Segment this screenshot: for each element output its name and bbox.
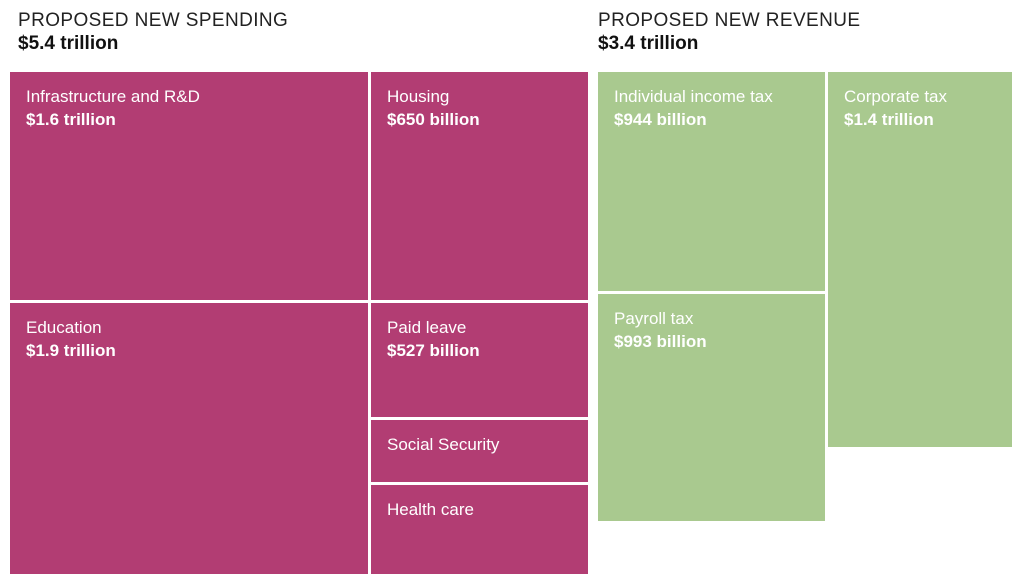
cell-label: Housing (387, 87, 450, 106)
cell-housing: Housing $650 billion (371, 72, 588, 300)
cell-value: $1.6 trillion (26, 110, 116, 130)
cell-individual-income-tax: Individual income tax $944 billion (598, 72, 825, 291)
spending-title: PROPOSED NEW SPENDING (18, 10, 289, 31)
spending-total: $5.4 trillion (18, 32, 119, 54)
cell-label: Corporate tax (844, 87, 947, 106)
cell-value: $993 billion (614, 332, 707, 352)
cell-paid-leave: Paid leave $527 billion (371, 303, 588, 417)
cell-infrastructure: Infrastructure and R&D $1.6 trillion (10, 72, 368, 300)
cell-value: $650 billion (387, 110, 480, 130)
cell-label: Paid leave (387, 318, 467, 337)
cell-label: Health care (387, 500, 474, 519)
cell-label: Individual income tax (614, 87, 773, 106)
cell-label: Payroll tax (614, 309, 694, 328)
cell-education: Education $1.9 trillion (10, 303, 368, 574)
revenue-header: PROPOSED NEW REVENUE $3.4 trillion (598, 10, 860, 56)
cell-social-security: Social Security (371, 420, 588, 482)
revenue-total: $3.4 trillion (598, 32, 699, 54)
cell-label: Infrastructure and R&D (26, 87, 200, 106)
cell-value: $1.4 trillion (844, 110, 934, 130)
cell-corporate-tax: Corporate tax $1.4 trillion (828, 72, 1012, 447)
revenue-title: PROPOSED NEW REVENUE (598, 10, 861, 31)
cell-label: Education (26, 318, 102, 337)
cell-value: $1.9 trillion (26, 341, 116, 361)
cell-health-care: Health care (371, 485, 588, 574)
spending-header: PROPOSED NEW SPENDING $5.4 trillion (18, 10, 288, 56)
cell-value: $944 billion (614, 110, 707, 130)
cell-payroll-tax: Payroll tax $993 billion (598, 294, 825, 521)
cell-label: Social Security (387, 435, 500, 454)
cell-value: $527 billion (387, 341, 480, 361)
